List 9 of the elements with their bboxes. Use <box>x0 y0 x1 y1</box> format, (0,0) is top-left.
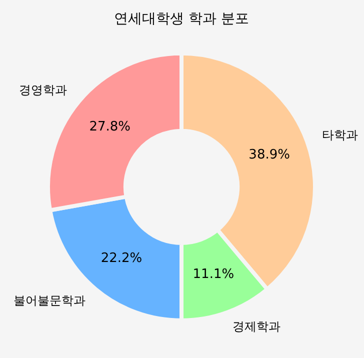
slice-label: 타학과 <box>322 128 358 142</box>
data-label: 11.1% <box>192 267 234 282</box>
data-label: 38.9% <box>248 147 290 162</box>
slice-label: 불어불문학과 <box>13 294 86 308</box>
slice-label: 경제학과 <box>232 320 281 334</box>
slice-label: 경영학과 <box>18 82 67 97</box>
chart-title: 연세대학생 학과 분포 <box>114 11 249 28</box>
data-label: 22.2% <box>100 250 142 266</box>
data-label: 27.8% <box>89 119 131 134</box>
